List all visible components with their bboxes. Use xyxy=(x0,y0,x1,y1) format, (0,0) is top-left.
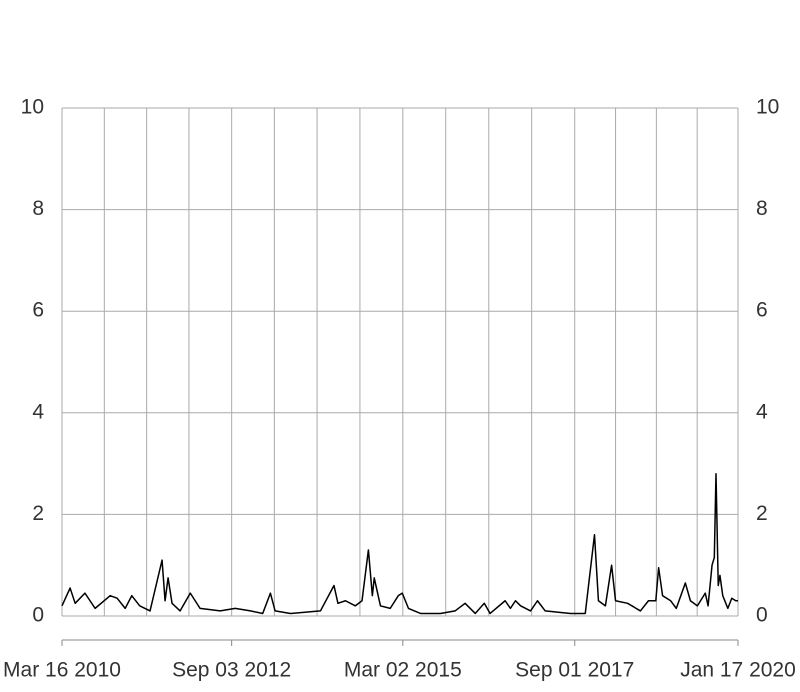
y-tick-label: 8 xyxy=(32,197,44,220)
x-tick-label: Mar 16 2010 xyxy=(3,659,121,682)
x-tick-label: Sep 01 2017 xyxy=(515,659,634,682)
x-tick-label: Mar 02 2015 xyxy=(344,659,462,682)
y2-tick-label: 6 xyxy=(756,299,768,322)
line-series xyxy=(61,473,738,615)
y2-tick-label: 4 xyxy=(756,400,768,423)
y2-tick-label: 2 xyxy=(756,502,768,525)
y2-tick-label: 8 xyxy=(756,197,768,220)
y-tick-label: 6 xyxy=(32,299,44,322)
x-tick-label: Jan 17 2020 xyxy=(680,659,796,682)
y-tick-label: 2 xyxy=(32,502,44,525)
y-tick-label: 4 xyxy=(32,400,44,423)
x-tick-label: Sep 03 2012 xyxy=(172,659,291,682)
y2-tick-label: 0 xyxy=(756,604,768,627)
y-tick-label: 10 xyxy=(21,96,44,119)
y-tick-label: 0 xyxy=(32,604,44,627)
y2-tick-label: 10 xyxy=(756,96,779,119)
